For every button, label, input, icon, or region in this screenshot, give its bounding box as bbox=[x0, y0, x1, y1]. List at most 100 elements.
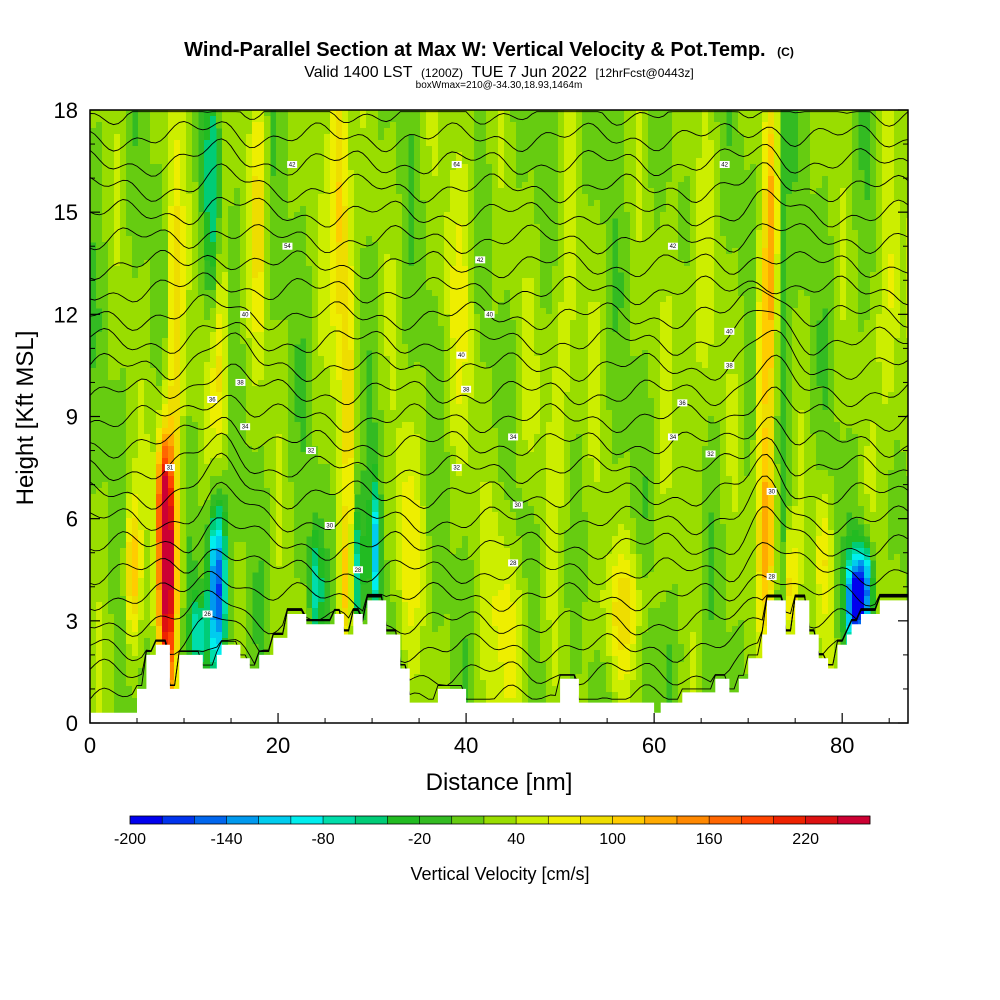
velocity-cell bbox=[798, 164, 805, 171]
subtitle-utc: (1200Z) bbox=[421, 66, 463, 80]
velocity-cell bbox=[174, 254, 181, 261]
velocity-cell bbox=[360, 194, 367, 201]
velocity-cell bbox=[144, 278, 151, 285]
velocity-cell bbox=[114, 212, 121, 219]
velocity-cell bbox=[906, 152, 908, 159]
velocity-cell bbox=[660, 320, 667, 327]
velocity-cell bbox=[102, 242, 109, 249]
velocity-cell bbox=[282, 176, 289, 183]
velocity-cell bbox=[450, 140, 457, 147]
velocity-cell bbox=[144, 158, 151, 165]
velocity-cell bbox=[432, 320, 439, 327]
velocity-cell bbox=[126, 122, 133, 129]
velocity-cell bbox=[804, 218, 811, 225]
velocity-cell bbox=[828, 248, 835, 255]
velocity-cell bbox=[798, 236, 805, 243]
velocity-cell bbox=[708, 302, 715, 309]
velocity-cell bbox=[708, 254, 715, 261]
velocity-cell bbox=[354, 212, 361, 219]
velocity-cell bbox=[366, 272, 373, 279]
velocity-cell bbox=[480, 128, 487, 135]
velocity-cell bbox=[486, 140, 493, 147]
velocity-cell bbox=[876, 308, 883, 315]
velocity-cell bbox=[858, 230, 865, 237]
velocity-cell bbox=[138, 158, 145, 165]
velocity-cell bbox=[834, 224, 841, 231]
velocity-cell bbox=[630, 170, 637, 177]
velocity-cell bbox=[552, 182, 559, 189]
velocity-cell bbox=[684, 320, 691, 327]
velocity-cell bbox=[162, 212, 169, 219]
velocity-cell bbox=[822, 290, 829, 297]
velocity-cell bbox=[144, 128, 151, 135]
velocity-cell bbox=[798, 302, 805, 309]
velocity-cell bbox=[828, 152, 835, 159]
velocity-cell bbox=[666, 230, 673, 237]
velocity-cell bbox=[690, 212, 697, 219]
velocity-cell bbox=[618, 248, 625, 255]
velocity-cell bbox=[828, 188, 835, 195]
velocity-cell bbox=[306, 122, 313, 129]
velocity-cell bbox=[510, 302, 517, 309]
chart-subtitle: Valid 1400 LST (1200Z) TUE 7 Jun 2022 [1… bbox=[304, 64, 693, 81]
velocity-cell bbox=[330, 242, 337, 249]
velocity-cell bbox=[156, 206, 163, 213]
velocity-cell bbox=[654, 284, 661, 291]
velocity-cell bbox=[750, 164, 757, 171]
velocity-cell bbox=[774, 200, 781, 207]
velocity-cell bbox=[384, 254, 391, 261]
velocity-cell bbox=[834, 188, 841, 195]
velocity-cell bbox=[570, 194, 577, 201]
velocity-cell bbox=[120, 284, 127, 291]
velocity-cell bbox=[528, 170, 535, 177]
velocity-cell bbox=[480, 326, 487, 333]
velocity-cell bbox=[480, 332, 487, 339]
velocity-cell bbox=[372, 224, 379, 231]
velocity-cell bbox=[750, 158, 757, 165]
velocity-cell bbox=[522, 164, 529, 171]
velocity-cell bbox=[660, 212, 667, 219]
velocity-cell bbox=[540, 194, 547, 201]
velocity-cell bbox=[834, 314, 841, 321]
velocity-cell bbox=[444, 134, 451, 141]
velocity-cell bbox=[402, 152, 409, 159]
velocity-cell bbox=[492, 128, 499, 135]
velocity-cell bbox=[774, 206, 781, 213]
velocity-cell bbox=[150, 272, 157, 279]
velocity-cell bbox=[564, 182, 571, 189]
velocity-cell bbox=[156, 224, 163, 231]
velocity-cell bbox=[438, 320, 445, 327]
velocity-cell bbox=[240, 188, 247, 195]
velocity-cell bbox=[492, 176, 499, 183]
velocity-cell bbox=[714, 134, 721, 141]
velocity-cell bbox=[318, 158, 325, 165]
velocity-cell bbox=[594, 140, 601, 147]
velocity-cell bbox=[636, 116, 643, 123]
velocity-cell bbox=[612, 158, 619, 165]
velocity-cell bbox=[444, 182, 451, 189]
velocity-cell bbox=[756, 176, 763, 183]
velocity-cell bbox=[360, 200, 367, 207]
velocity-cell bbox=[750, 218, 757, 225]
velocity-cell bbox=[744, 236, 751, 243]
velocity-cell bbox=[126, 212, 133, 219]
velocity-cell bbox=[168, 194, 175, 201]
velocity-cell bbox=[156, 212, 163, 219]
velocity-cell bbox=[384, 152, 391, 159]
velocity-cell bbox=[888, 320, 895, 327]
velocity-cell bbox=[438, 308, 445, 315]
velocity-cell bbox=[708, 152, 715, 159]
velocity-cell bbox=[756, 320, 763, 327]
velocity-cell bbox=[492, 152, 499, 159]
velocity-cell bbox=[696, 122, 703, 129]
velocity-cell bbox=[480, 116, 487, 123]
velocity-cell bbox=[474, 134, 481, 141]
velocity-cell bbox=[270, 182, 277, 189]
velocity-cell bbox=[792, 242, 799, 249]
velocity-cell bbox=[630, 164, 637, 171]
velocity-cell bbox=[498, 242, 505, 249]
velocity-cell bbox=[234, 170, 241, 177]
velocity-cell bbox=[600, 314, 607, 321]
velocity-cell bbox=[312, 320, 319, 327]
velocity-cell bbox=[126, 272, 133, 279]
